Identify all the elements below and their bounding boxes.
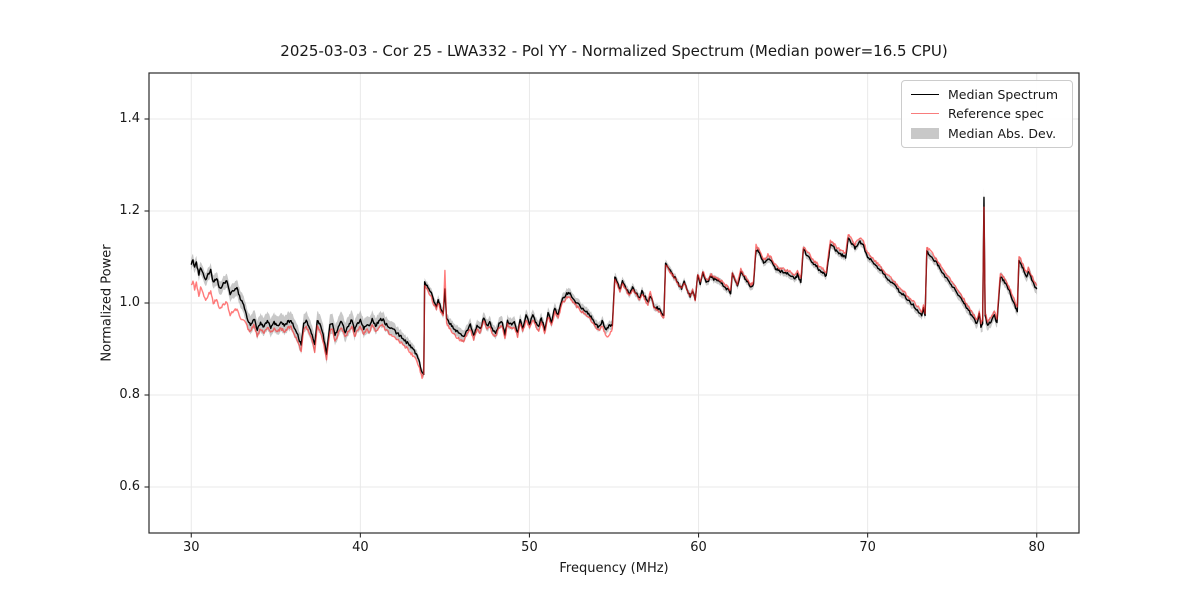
y-tick-label: 1.0	[119, 295, 140, 310]
x-tick-label: 80	[1028, 540, 1045, 555]
y-tick-label: 0.8	[119, 387, 140, 402]
legend-entry-median: Median Spectrum	[902, 85, 1072, 104]
legend-label-mad: Median Abs. Dev.	[948, 125, 1057, 141]
y-tick-label: 1.2	[119, 203, 140, 218]
chart-title: 2025-03-03 - Cor 25 - LWA332 - Pol YY - …	[280, 42, 948, 60]
legend-entry-mad: Median Abs. Dev.	[902, 124, 1072, 143]
x-tick-label: 70	[859, 540, 876, 555]
legend-mad-patch-sample	[911, 127, 939, 139]
legend-label-median: Median Spectrum	[948, 87, 1059, 103]
x-axis-label: Frequency (MHz)	[559, 561, 669, 576]
y-tick-label: 1.4	[119, 111, 140, 126]
y-tick-label: 0.6	[119, 479, 140, 494]
x-tick-label: 30	[182, 540, 200, 555]
median-spectrum-line	[190, 196, 1038, 376]
legend-reference-line-sample	[911, 113, 939, 115]
x-tick-label: 60	[690, 540, 707, 555]
legend-median-line-sample	[911, 94, 939, 96]
reference-spec-line	[190, 206, 1038, 380]
legend: Median Spectrum Reference spec Median Ab…	[901, 80, 1073, 148]
legend-entry-reference: Reference spec	[902, 104, 1072, 123]
axes-spines	[148, 72, 1080, 534]
x-tick-label: 50	[521, 540, 538, 555]
legend-label-reference: Reference spec	[948, 106, 1044, 122]
x-tick-label: 40	[352, 540, 369, 555]
